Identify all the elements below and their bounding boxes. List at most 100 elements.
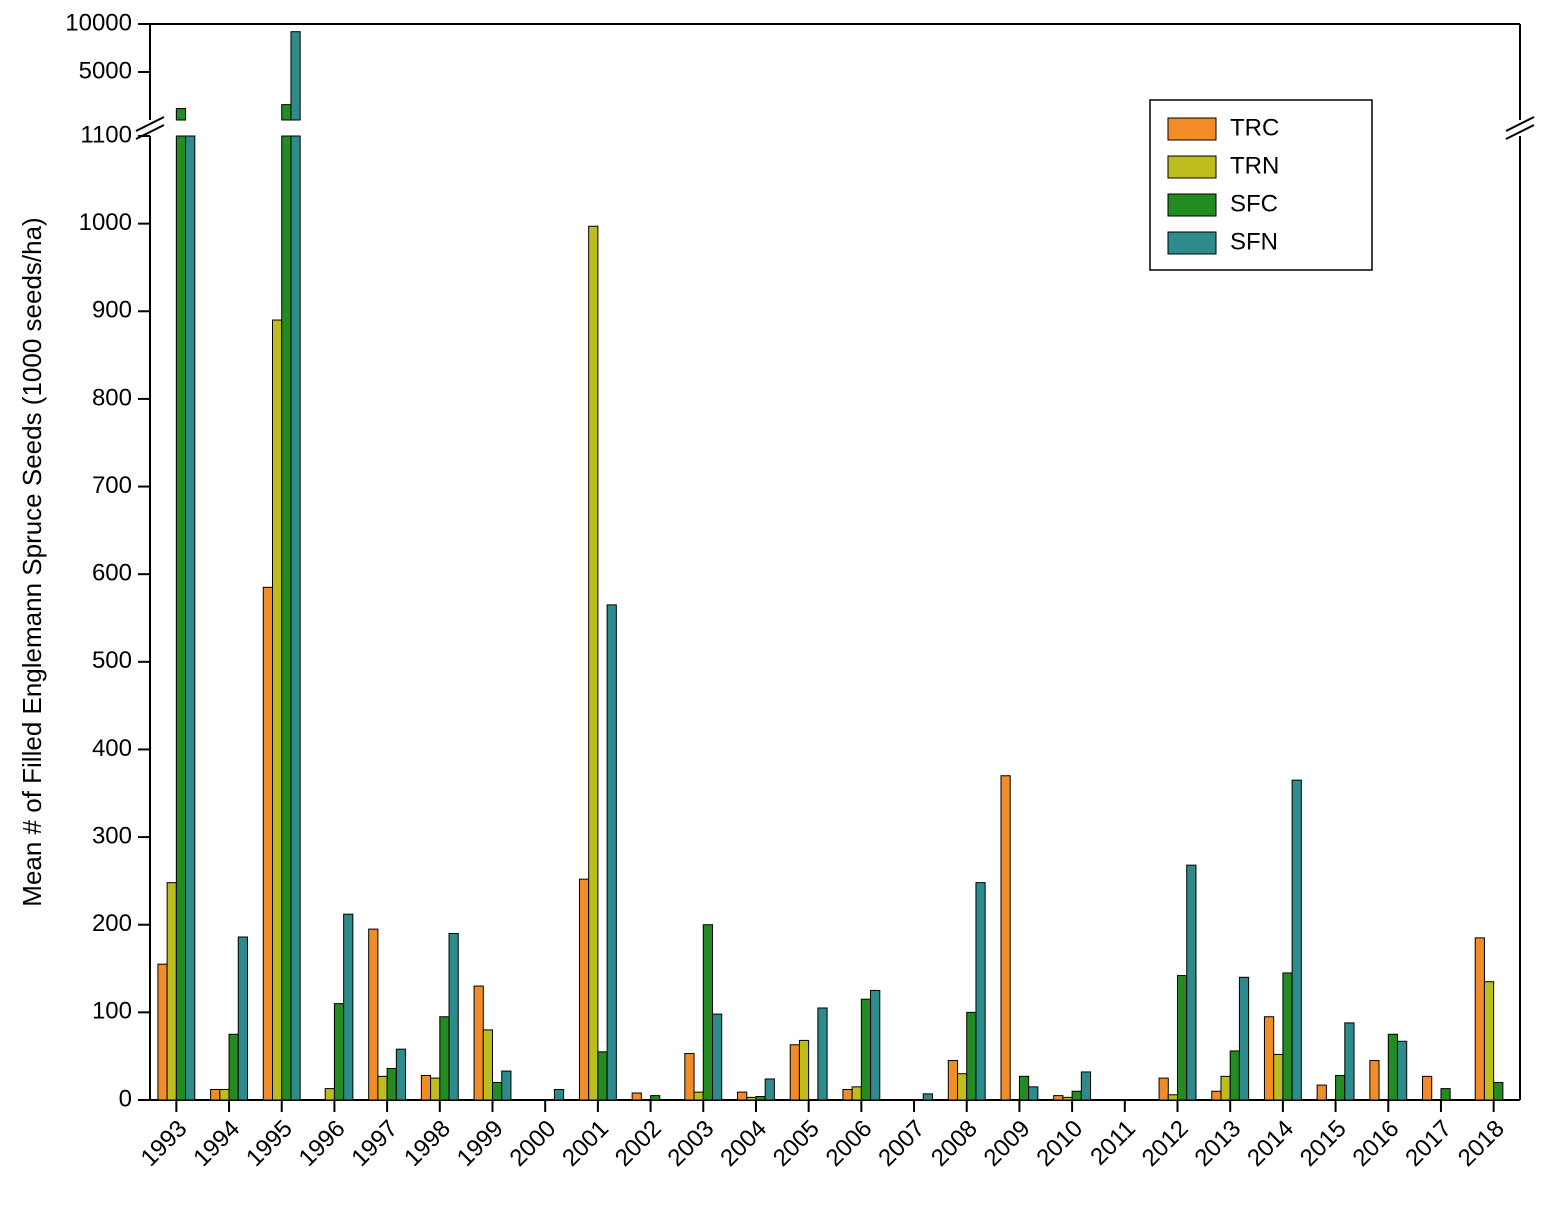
bar-SFN xyxy=(449,933,458,1100)
legend-label: SFC xyxy=(1230,190,1278,217)
bar-TRN xyxy=(747,1097,756,1100)
seed-bar-chart: 0100200300400500600700800900100011005000… xyxy=(0,0,1552,1213)
legend-swatch xyxy=(1168,194,1216,216)
bar-TRC xyxy=(1001,776,1010,1100)
bar-SFN xyxy=(554,1089,563,1100)
bar-SFN xyxy=(344,914,353,1100)
bar-SFN xyxy=(1029,1087,1038,1100)
chart-container: 0100200300400500600700800900100011005000… xyxy=(0,0,1552,1213)
bar-SFN xyxy=(1081,1072,1090,1100)
bar-SFN xyxy=(396,1049,405,1100)
bar-SFC xyxy=(493,1082,502,1100)
bar-TRC xyxy=(790,1045,799,1100)
bar-TRN xyxy=(852,1087,861,1100)
bar-TRC xyxy=(685,1054,694,1100)
bar-TRC xyxy=(158,964,167,1100)
bar-SFN xyxy=(502,1071,511,1100)
bar-SFN xyxy=(186,136,195,1100)
bar-TRC xyxy=(738,1092,747,1100)
bar-TRN xyxy=(799,1040,808,1100)
bar-SFC xyxy=(967,1012,976,1100)
bar-TRC xyxy=(263,587,272,1100)
legend-swatch xyxy=(1168,156,1216,178)
bar-TRC xyxy=(1317,1085,1326,1100)
bar-SFN xyxy=(1397,1041,1406,1100)
bar-SFC xyxy=(334,1004,343,1100)
bar-TRN xyxy=(589,226,598,1100)
bar-TRC xyxy=(843,1089,852,1100)
y-tick-label: 600 xyxy=(92,560,132,587)
bar-SFC xyxy=(1019,1076,1028,1100)
y-tick-label: 100 xyxy=(92,998,132,1025)
bar-TRN xyxy=(273,320,282,1100)
y-tick-label: 10000 xyxy=(65,9,132,36)
bar-TRC xyxy=(369,929,378,1100)
bar-SFN xyxy=(291,32,300,120)
legend-label: TRN xyxy=(1230,152,1279,179)
y-tick-label: 1000 xyxy=(79,209,132,236)
legend-label: SFN xyxy=(1230,228,1278,255)
bar-TRN xyxy=(1063,1097,1072,1100)
bar-SFN xyxy=(765,1079,774,1100)
bar-SFN xyxy=(712,1014,721,1100)
y-tick-label: 300 xyxy=(92,822,132,849)
bar-SFN xyxy=(238,937,247,1100)
bar-TRN xyxy=(167,883,176,1100)
y-tick-label: 5000 xyxy=(79,57,132,84)
bar-TRC xyxy=(1054,1096,1063,1100)
bar-TRC xyxy=(1475,938,1484,1100)
y-tick-label: 500 xyxy=(92,647,132,674)
bar-SFC xyxy=(229,1034,238,1100)
bar-SFC xyxy=(651,1096,660,1100)
bar-SFC xyxy=(1336,1075,1345,1100)
legend-label: TRC xyxy=(1230,114,1279,141)
y-tick-label: 900 xyxy=(92,297,132,324)
bar-SFN xyxy=(923,1094,932,1100)
bar-SFN xyxy=(871,990,880,1100)
bar-TRC xyxy=(948,1061,957,1100)
bar-TRN xyxy=(1221,1076,1230,1100)
bar-TRC xyxy=(421,1075,430,1100)
y-tick-label: 400 xyxy=(92,735,132,762)
bar-SFC xyxy=(176,108,185,120)
bar-SFC xyxy=(387,1068,396,1100)
bar-SFC xyxy=(703,925,712,1100)
bar-SFC xyxy=(1178,976,1187,1100)
bar-SFC xyxy=(1230,1051,1239,1100)
bar-TRC xyxy=(1212,1091,1221,1100)
bar-TRC xyxy=(474,986,483,1100)
bar-TRN xyxy=(958,1074,967,1100)
legend-swatch xyxy=(1168,118,1216,140)
bar-TRC xyxy=(1264,1017,1273,1100)
bar-SFC xyxy=(1072,1091,1081,1100)
bar-SFC xyxy=(1283,973,1292,1100)
bar-SFN xyxy=(818,1008,827,1100)
y-axis-label: Mean # of Filled Englemann Spruce Seeds … xyxy=(17,217,47,906)
bar-TRN xyxy=(694,1092,703,1100)
bar-TRN xyxy=(483,1030,492,1100)
bar-SFC xyxy=(176,136,185,1100)
y-tick-label: 800 xyxy=(92,384,132,411)
bar-TRC xyxy=(1159,1078,1168,1100)
bar-SFC xyxy=(1441,1089,1450,1100)
bar-SFC xyxy=(282,136,291,1100)
bar-TRC xyxy=(211,1089,220,1100)
y-tick-label: 200 xyxy=(92,910,132,937)
bar-TRN xyxy=(1168,1095,1177,1100)
bar-SFN xyxy=(1345,1023,1354,1100)
bar-TRC xyxy=(1423,1076,1432,1100)
bar-TRC xyxy=(1370,1061,1379,1100)
bar-TRC xyxy=(632,1093,641,1100)
bar-TRN xyxy=(1274,1054,1283,1100)
bar-TRC xyxy=(579,879,588,1100)
bar-SFC xyxy=(861,999,870,1100)
bar-SFN xyxy=(1292,780,1301,1100)
y-tick-label: 700 xyxy=(92,472,132,499)
bar-SFN xyxy=(976,883,985,1100)
bar-SFN xyxy=(607,605,616,1100)
bar-TRN xyxy=(431,1078,440,1100)
y-tick-label: 0 xyxy=(119,1085,132,1112)
bar-SFC xyxy=(282,105,291,120)
bar-TRN xyxy=(325,1089,334,1100)
bar-SFN xyxy=(1239,977,1248,1100)
